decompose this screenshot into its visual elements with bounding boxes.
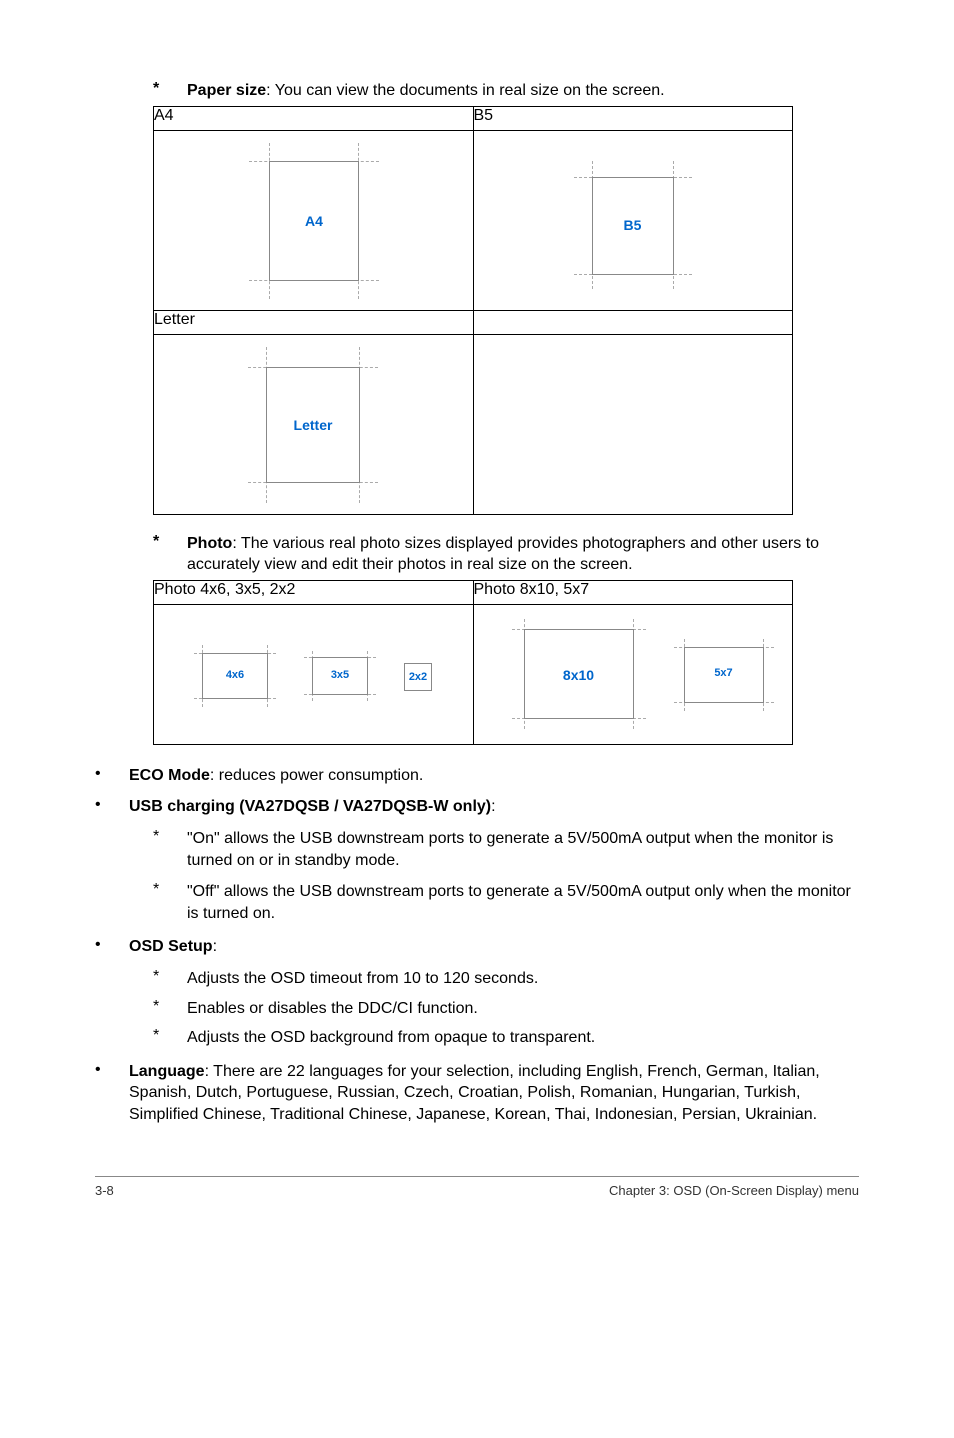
cell-letter: Letter: [154, 334, 474, 514]
cell-photo-right: 8x10 5x7: [473, 604, 793, 744]
p5x7-label: 5x7: [684, 667, 764, 679]
photo-table: Photo 4x6, 3x5, 2x2 Photo 8x10, 5x7 4x6 …: [153, 580, 793, 745]
usb-sub2-text: "Off" allows the USB downstream ports to…: [187, 881, 859, 924]
dot: •: [95, 936, 129, 954]
dot: •: [95, 1061, 129, 1079]
a4-label: A4: [269, 213, 359, 229]
usb-sub1-text: "On" allows the USB downstream ports to …: [187, 828, 859, 871]
hdr-b5: B5: [473, 106, 793, 130]
asterisk: *: [153, 828, 187, 846]
asterisk: *: [153, 881, 187, 899]
asterisk: *: [153, 968, 187, 986]
paper-size-bullet: * Paper size: You can view the documents…: [153, 80, 859, 102]
lang-rest: : There are 22 languages for your select…: [129, 1063, 820, 1123]
paper-size-lead: Paper size: [187, 82, 266, 99]
p3x5-label: 3x5: [312, 669, 368, 681]
page-footer: 3-8 Chapter 3: OSD (On-Screen Display) m…: [95, 1176, 859, 1198]
eco-rest: : reduces power consumption.: [210, 767, 423, 784]
paper-size-rest: : You can view the documents in real siz…: [266, 82, 664, 99]
photo-lead: Photo: [187, 535, 232, 552]
osd-s1: * Adjusts the OSD timeout from 10 to 120…: [153, 968, 859, 990]
letter-label: Letter: [266, 417, 360, 433]
osd-s1-text: Adjusts the OSD timeout from 10 to 120 s…: [187, 968, 538, 990]
usb-sub1: * "On" allows the USB downstream ports t…: [153, 828, 859, 871]
footer-left: 3-8: [95, 1183, 114, 1198]
lang-text: Language: There are 22 languages for you…: [129, 1061, 859, 1126]
p8x10-label: 8x10: [524, 667, 634, 683]
dot: •: [95, 765, 129, 783]
eco-lead: ECO Mode: [129, 767, 210, 784]
dot: •: [95, 796, 129, 814]
hdr-a4: A4: [154, 106, 474, 130]
p2x2-label: 2x2: [404, 671, 432, 683]
paper-size-table: A4 B5 A4 B5 Letter: [153, 106, 793, 515]
cell-b5: B5: [473, 130, 793, 310]
usb-bullet: • USB charging (VA27DQSB / VA27DQSB-W on…: [95, 796, 859, 818]
cell-empty: [473, 334, 793, 514]
hdr-photo-left: Photo 4x6, 3x5, 2x2: [154, 580, 474, 604]
osd-bullet: • OSD Setup:: [95, 936, 859, 958]
osd-text: OSD Setup:: [129, 936, 217, 958]
hdr-empty: [473, 310, 793, 334]
footer-right: Chapter 3: OSD (On-Screen Display) menu: [609, 1183, 859, 1198]
bullet-asterisk: *: [153, 533, 187, 551]
osd-lead: OSD Setup: [129, 938, 213, 955]
usb-text: USB charging (VA27DQSB / VA27DQSB-W only…: [129, 796, 496, 818]
osd-s2-text: Enables or disables the DDC/CI function.: [187, 998, 478, 1020]
lang-lead: Language: [129, 1063, 205, 1080]
lang-bullet: • Language: There are 22 languages for y…: [95, 1061, 859, 1126]
hdr-photo-right: Photo 8x10, 5x7: [473, 580, 793, 604]
asterisk: *: [153, 1027, 187, 1045]
osd-colon: :: [213, 938, 217, 955]
photo-rest: : The various real photo sizes displayed…: [187, 535, 819, 574]
cell-photo-left: 4x6 3x5 2x2: [154, 604, 474, 744]
photo-bullet: * Photo: The various real photo sizes di…: [153, 533, 859, 576]
cell-a4: A4: [154, 130, 474, 310]
osd-s3-text: Adjusts the OSD background from opaque t…: [187, 1027, 595, 1049]
asterisk: *: [153, 998, 187, 1016]
photo-text: Photo: The various real photo sizes disp…: [187, 533, 859, 576]
eco-bullet: • ECO Mode: reduces power consumption.: [95, 765, 859, 787]
usb-sub2: * "Off" allows the USB downstream ports …: [153, 881, 859, 924]
hdr-letter: Letter: [154, 310, 474, 334]
p4x6-label: 4x6: [202, 669, 268, 681]
eco-text: ECO Mode: reduces power consumption.: [129, 765, 423, 787]
bullet-asterisk: *: [153, 80, 187, 98]
osd-s2: * Enables or disables the DDC/CI functio…: [153, 998, 859, 1020]
usb-lead: USB charging (VA27DQSB / VA27DQSB-W only…: [129, 798, 491, 815]
osd-s3: * Adjusts the OSD background from opaque…: [153, 1027, 859, 1049]
paper-size-text: Paper size: You can view the documents i…: [187, 80, 665, 102]
usb-colon: :: [491, 798, 495, 815]
b5-label: B5: [592, 217, 674, 233]
